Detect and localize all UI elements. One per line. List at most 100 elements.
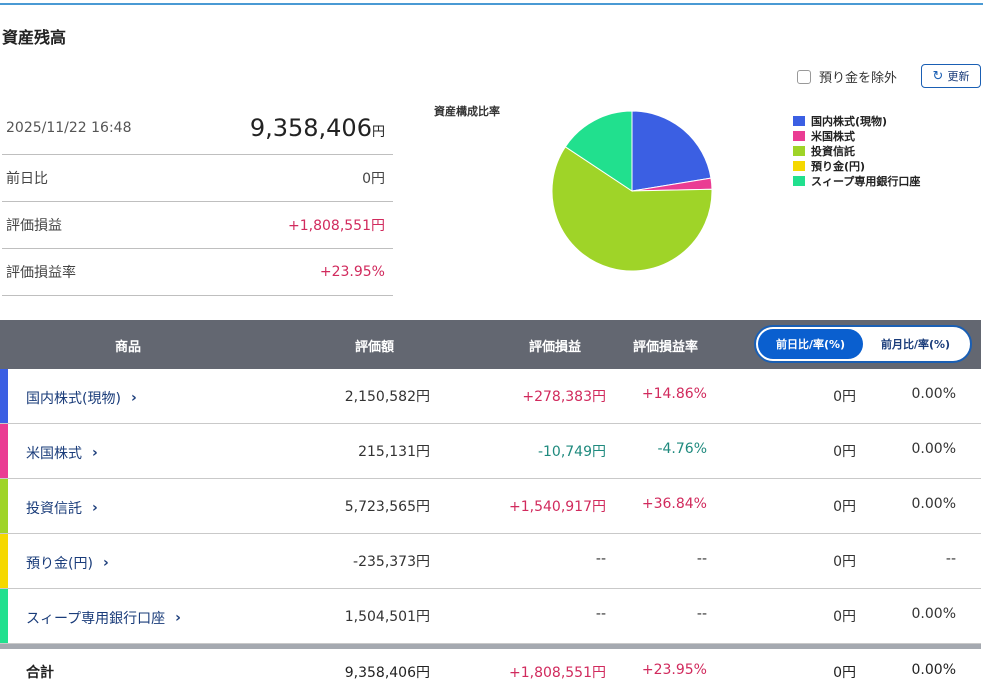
row-color-bar (0, 534, 8, 588)
summary-label: 評価損益率 (6, 265, 76, 281)
row-product-name: スィープ専用銀行口座 (26, 611, 166, 627)
refresh-button[interactable]: ↻ 更新 (921, 64, 981, 88)
row-pl: +1,540,917円 (509, 499, 606, 515)
row-diff: 0円 (833, 444, 856, 460)
summary-value: 0円 (362, 171, 385, 187)
header-pl-rate: 評価損益率 (633, 340, 699, 355)
holdings-table: 国内株式(現物) › 2,150,582円 +278,383円 +14.86% 0円 0.0… (0, 369, 981, 644)
summary-pl-rate-row: 評価損益率 +23.95% (2, 249, 393, 296)
summary-panel: 2025/11/22 16:48 9,358,406円 前日比 0円 評価損益 … (2, 102, 393, 296)
total-diff: 0円 (833, 665, 856, 681)
chevron-right-icon: › (130, 390, 137, 406)
table-row: 国内株式(現物) › 2,150,582円 +278,383円 +14.86% 0円 0.0… (0, 369, 981, 424)
row-diff-rate: 0.00% (911, 496, 956, 512)
period-toggle: 前日比/率(%) 前月比/率(%) (754, 325, 972, 363)
legend-item: 国内株式(現物) (793, 113, 920, 128)
row-color-bar (0, 369, 8, 423)
exclude-deposit-label: 預り金を除外 (819, 71, 898, 86)
chart-legend: 国内株式(現物) 米国株式 投資信託 預り金(円) スィープ専用銀行口座 (793, 113, 920, 188)
legend-swatch (793, 160, 805, 171)
row-diff: 0円 (833, 554, 856, 570)
legend-item: 投資信託 (793, 143, 920, 158)
row-pl: +278,383円 (522, 389, 606, 405)
row-value: 215,131円 (358, 444, 430, 460)
total-label: 合計 (26, 665, 54, 681)
table-header: 商品 評価額 評価損益 評価損益率 前日比/率(%) 前月比/率(%) (0, 320, 981, 369)
pie-slice (564, 110, 633, 192)
row-product-link[interactable]: 預り金(円) › (26, 553, 109, 573)
summary-total-row: 2025/11/22 16:48 9,358,406円 (2, 102, 393, 155)
toggle-monthly[interactable]: 前月比/率(%) (880, 338, 951, 351)
legend-label: 預り金(円) (811, 159, 866, 173)
top-divider (0, 3, 983, 5)
header-pl: 評価損益 (529, 340, 582, 355)
total-pl: +1,808,551円 (509, 665, 606, 681)
row-value: 5,723,565円 (344, 499, 430, 515)
refresh-icon: ↻ (932, 68, 944, 84)
summary-pl-row: 評価損益 +1,808,551円 (2, 202, 393, 249)
legend-swatch (793, 115, 805, 126)
total-divider (0, 644, 981, 649)
row-diff: 0円 (833, 499, 856, 515)
legend-label: スィープ専用銀行口座 (811, 174, 921, 188)
total-value: 9,358,406円 (344, 665, 430, 681)
legend-item: スィープ専用銀行口座 (793, 173, 920, 188)
row-color-bar (0, 479, 8, 533)
row-product-name: 預り金(円) (26, 556, 93, 572)
summary-total-value: 9,358,406 (249, 114, 372, 142)
header-value: 評価額 (355, 340, 395, 355)
row-product-link[interactable]: 米国株式 › (26, 443, 98, 463)
page-title: 資産残高 (2, 28, 67, 47)
summary-label: 評価損益 (6, 218, 62, 234)
legend-swatch (793, 130, 805, 141)
row-diff: 0円 (833, 389, 856, 405)
exclude-deposit-checkbox[interactable] (797, 69, 811, 84)
total-diff-rate: 0.00% (911, 662, 956, 678)
header-product: 商品 (115, 340, 142, 355)
row-diff-rate: -- (945, 551, 956, 567)
row-value: -235,373円 (353, 554, 430, 570)
row-product-link[interactable]: 国内株式(現物) › (26, 388, 137, 408)
row-pl: -- (595, 606, 606, 622)
summary-total: 9,358,406円 (250, 114, 385, 142)
table-row: スィープ専用銀行口座 › 1,504,501円 -- -- 0円 0.00% (0, 589, 981, 644)
legend-label: 投資信託 (811, 144, 855, 158)
refresh-label: 更新 (947, 70, 970, 83)
table-row: 米国株式 › 215,131円 -10,749円 -4.76% 0円 0.00% (0, 424, 981, 479)
legend-swatch (793, 145, 805, 156)
row-color-bar (0, 424, 8, 478)
row-diff-rate: 0.00% (911, 441, 956, 457)
row-product-name: 投資信託 (26, 501, 82, 517)
row-pl-rate: -- (696, 551, 707, 567)
row-product-link[interactable]: 投資信託 › (26, 498, 98, 518)
row-pl: -10,749円 (537, 444, 606, 460)
legend-item: 米国株式 (793, 128, 920, 143)
exclude-deposit-toggle[interactable]: 預り金を除外 (797, 67, 897, 86)
pie-slice (631, 110, 712, 192)
legend-label: 米国株式 (811, 129, 855, 143)
row-color-bar (0, 589, 8, 643)
row-product-name: 国内株式(現物) (26, 391, 121, 407)
summary-label: 前日比 (6, 171, 48, 187)
table-row: 預り金(円) › -235,373円 -- -- 0円 -- (0, 534, 981, 589)
row-value: 1,504,501円 (344, 609, 430, 625)
row-diff: 0円 (833, 609, 856, 625)
summary-datetime: 2025/11/22 16:48 (6, 120, 132, 136)
chevron-right-icon: › (92, 500, 98, 516)
row-pl: -- (595, 551, 606, 567)
row-diff-rate: 0.00% (911, 386, 956, 402)
total-pl-rate: +23.95% (641, 662, 707, 678)
asset-allocation-pie-chart (551, 110, 713, 272)
row-diff-rate: 0.00% (911, 606, 956, 622)
chart-title: 資産構成比率 (434, 105, 500, 118)
summary-value: +1,808,551円 (288, 218, 385, 234)
legend-label: 国内株式(現物) (811, 114, 888, 128)
row-product-link[interactable]: スィープ専用銀行口座 › (26, 608, 181, 628)
row-pl-rate: -- (696, 606, 707, 622)
table-row: 投資信託 › 5,723,565円 +1,540,917円 +36.84% 0円 0.00% (0, 479, 981, 534)
toggle-daily[interactable]: 前日比/率(%) (758, 329, 863, 359)
summary-daily-change-row: 前日比 0円 (2, 155, 393, 202)
row-pl-rate: +14.86% (641, 386, 707, 402)
row-value: 2,150,582円 (344, 389, 430, 405)
summary-total-unit: 円 (371, 125, 385, 140)
